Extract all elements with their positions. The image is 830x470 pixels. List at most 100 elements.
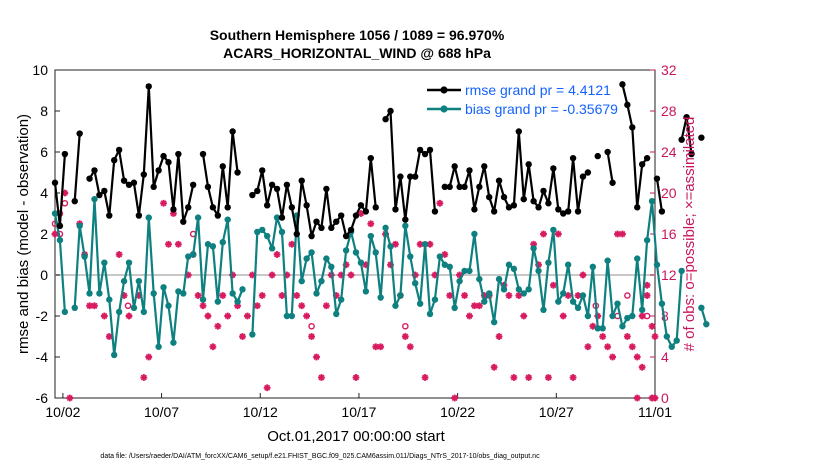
series-point [604, 257, 611, 264]
x-tick-label: 10/02 [45, 404, 80, 420]
series-line-segment [655, 178, 663, 212]
series-point [51, 179, 59, 186]
series-point [254, 187, 261, 195]
obs-assimilated-marker [451, 394, 459, 402]
series-point [535, 267, 542, 275]
series-point [643, 154, 651, 162]
data-file-footer: data file: /Users/raeder/DAI/ATM_forcXX/… [100, 453, 540, 460]
y-tick-label: -4 [36, 349, 49, 365]
series-point [589, 263, 597, 270]
series-point [323, 255, 330, 262]
series-point [461, 267, 468, 275]
series-point [150, 290, 157, 297]
y-tick-label: -6 [36, 390, 49, 406]
obs-assimilated-marker [160, 199, 167, 207]
series-point [160, 284, 167, 291]
series-point [634, 255, 641, 262]
series-point [668, 343, 675, 350]
x-tick-label: 10/12 [243, 404, 278, 420]
series-point [150, 183, 157, 191]
chart-title: Southern Hemisphere 1056 / 1089 = 96.970… [210, 27, 505, 43]
y2-axis-label: # of obs: o=possible; ×=assimilated [681, 117, 698, 352]
obs-assimilated-marker [416, 240, 424, 248]
series-point [486, 290, 493, 297]
series-point [614, 300, 621, 307]
series-point [135, 277, 143, 285]
series-point [421, 150, 429, 158]
series-point [140, 171, 148, 178]
y2-tick-label: 4 [661, 349, 669, 365]
series-point [505, 261, 513, 268]
series-point [451, 304, 458, 311]
series-point [421, 241, 429, 248]
series-point [189, 251, 197, 258]
series-point [451, 163, 458, 170]
series-point [259, 167, 266, 174]
series-point [81, 253, 88, 260]
series-point [564, 208, 572, 215]
series-point [683, 113, 690, 121]
series-point [333, 310, 340, 318]
series-point [165, 302, 172, 309]
obs-assimilated-marker [515, 292, 523, 299]
series-point [377, 294, 384, 301]
series-point [367, 232, 374, 240]
series-point [703, 321, 710, 328]
obs-assimilated-marker [651, 333, 659, 340]
series-point [180, 218, 187, 225]
obs-assimilated-marker [651, 394, 659, 402]
series-point [574, 208, 582, 215]
series-point [584, 312, 592, 320]
series-point [604, 148, 611, 156]
series-point [175, 288, 182, 295]
obs-assimilated-marker [633, 353, 641, 361]
chart-subtitle: ACARS_HORIZONTAL_WIND @ 688 hPa [223, 45, 491, 61]
series-point [337, 296, 345, 303]
series-line-segment [201, 130, 239, 217]
series-point [278, 228, 286, 236]
series-point [698, 304, 705, 311]
series-point [106, 296, 113, 303]
series-point [106, 212, 113, 219]
bias-series [51, 195, 710, 359]
obs-assimilated-marker [268, 271, 276, 279]
obs-assimilated-marker [66, 394, 74, 402]
series-point [120, 177, 128, 184]
x-tick-label: 10/07 [144, 404, 179, 420]
series-point [234, 298, 241, 305]
series-point [530, 198, 537, 205]
series-point [490, 208, 498, 215]
series-point [303, 202, 310, 209]
rmse-series [51, 81, 705, 240]
series-point [125, 259, 133, 266]
series-point [673, 337, 680, 344]
obs-assimilated-marker [313, 353, 320, 361]
series-point [263, 232, 271, 240]
series-point [564, 261, 572, 268]
obs-assimilated-marker [638, 363, 646, 371]
obs-assimilated-marker [204, 312, 212, 320]
obs-assimilated-marker [446, 292, 454, 299]
series-lines [51, 81, 710, 359]
obs-assimilated-marker [115, 251, 123, 258]
obs-assimilated-marker [263, 384, 271, 392]
y2-tick-label: 0 [661, 390, 669, 406]
series-point [698, 134, 705, 141]
obs-assimilated-marker [51, 230, 59, 238]
series-point [303, 255, 310, 262]
series-point [101, 259, 108, 266]
series-point [278, 214, 286, 221]
series-point [362, 288, 370, 295]
series-point [382, 224, 389, 232]
series-point [288, 204, 296, 211]
obs-assimilated-marker [628, 343, 636, 351]
obs-assimilated-marker [648, 322, 656, 330]
series-point [599, 325, 606, 332]
series-point [328, 263, 335, 270]
series-point [490, 318, 498, 326]
series-point [337, 212, 345, 219]
obs-assimilated-marker [584, 343, 592, 351]
x-axis-label: Oct.01,2017 00:00:00 start [267, 428, 445, 445]
y-tick-label: 8 [40, 103, 48, 119]
series-point [249, 331, 256, 338]
